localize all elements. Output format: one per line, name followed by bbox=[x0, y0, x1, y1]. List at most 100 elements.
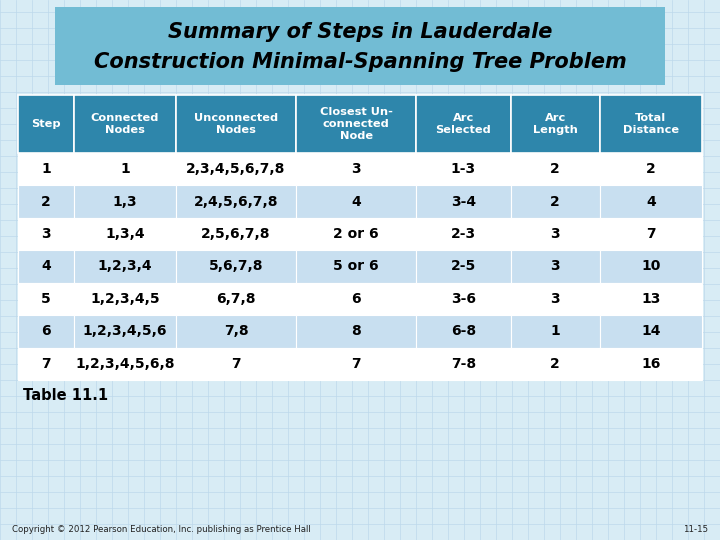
Text: 1: 1 bbox=[120, 162, 130, 176]
Text: 2-5: 2-5 bbox=[451, 260, 476, 273]
Text: 7: 7 bbox=[646, 227, 656, 241]
Text: 7,8: 7,8 bbox=[224, 325, 248, 339]
Bar bbox=[600, 315, 702, 348]
Bar bbox=[73, 250, 176, 283]
Text: 7: 7 bbox=[351, 357, 361, 371]
Text: 6: 6 bbox=[41, 325, 50, 339]
Bar bbox=[176, 348, 296, 380]
Bar bbox=[18, 348, 73, 380]
Text: Connected
Nodes: Connected Nodes bbox=[91, 113, 159, 135]
Text: 2-3: 2-3 bbox=[451, 227, 476, 241]
Text: 3: 3 bbox=[41, 227, 50, 241]
Text: 3: 3 bbox=[550, 260, 560, 273]
Text: 1,2,3,4,5,6,8: 1,2,3,4,5,6,8 bbox=[75, 357, 175, 371]
Bar bbox=[296, 250, 416, 283]
Text: 7-8: 7-8 bbox=[451, 357, 476, 371]
Bar bbox=[510, 250, 600, 283]
Text: 3: 3 bbox=[351, 162, 361, 176]
Bar bbox=[73, 95, 176, 153]
Bar bbox=[18, 315, 73, 348]
Text: 2: 2 bbox=[646, 162, 656, 176]
Bar bbox=[176, 153, 296, 185]
Bar bbox=[296, 185, 416, 218]
Bar bbox=[416, 283, 510, 315]
Text: 4: 4 bbox=[351, 194, 361, 208]
Bar bbox=[73, 218, 176, 250]
Text: 1,3: 1,3 bbox=[112, 194, 138, 208]
Text: Construction Minimal-Spanning Tree Problem: Construction Minimal-Spanning Tree Probl… bbox=[94, 52, 626, 72]
Text: 2 or 6: 2 or 6 bbox=[333, 227, 379, 241]
Text: Arc
Length: Arc Length bbox=[533, 113, 577, 135]
Text: 2,5,6,7,8: 2,5,6,7,8 bbox=[202, 227, 271, 241]
Bar bbox=[18, 185, 73, 218]
Text: 1,2,3,4,5: 1,2,3,4,5 bbox=[90, 292, 160, 306]
Bar bbox=[18, 153, 73, 185]
Text: 2: 2 bbox=[41, 194, 51, 208]
Text: 1,2,3,4,5,6: 1,2,3,4,5,6 bbox=[83, 325, 167, 339]
Bar bbox=[600, 218, 702, 250]
Bar bbox=[176, 218, 296, 250]
Text: 4: 4 bbox=[646, 194, 656, 208]
Bar bbox=[73, 315, 176, 348]
Text: 2: 2 bbox=[550, 162, 560, 176]
Bar bbox=[18, 218, 73, 250]
Bar bbox=[296, 153, 416, 185]
Bar bbox=[296, 283, 416, 315]
Text: 1-3: 1-3 bbox=[451, 162, 476, 176]
Bar bbox=[510, 315, 600, 348]
Bar bbox=[600, 283, 702, 315]
Text: 3: 3 bbox=[550, 292, 560, 306]
Text: 3-6: 3-6 bbox=[451, 292, 476, 306]
Bar bbox=[416, 185, 510, 218]
Bar bbox=[510, 348, 600, 380]
Bar bbox=[18, 95, 73, 153]
Bar bbox=[176, 95, 296, 153]
Text: 10: 10 bbox=[642, 260, 660, 273]
Text: Step: Step bbox=[31, 119, 60, 129]
Text: 1,2,3,4: 1,2,3,4 bbox=[98, 260, 152, 273]
Text: 4: 4 bbox=[41, 260, 51, 273]
Bar bbox=[510, 95, 600, 153]
Bar bbox=[600, 348, 702, 380]
Text: 3-4: 3-4 bbox=[451, 194, 476, 208]
Text: Closest Un-
connected
Node: Closest Un- connected Node bbox=[320, 106, 392, 141]
Bar bbox=[176, 315, 296, 348]
Text: 14: 14 bbox=[641, 325, 661, 339]
Text: 7: 7 bbox=[231, 357, 241, 371]
Text: Table 11.1: Table 11.1 bbox=[23, 388, 108, 403]
Bar bbox=[416, 250, 510, 283]
Bar bbox=[600, 95, 702, 153]
Text: 16: 16 bbox=[642, 357, 660, 371]
Bar bbox=[18, 250, 73, 283]
Bar bbox=[176, 283, 296, 315]
Bar bbox=[296, 315, 416, 348]
Text: 2: 2 bbox=[550, 357, 560, 371]
Bar bbox=[600, 250, 702, 283]
Bar bbox=[73, 185, 176, 218]
Bar bbox=[73, 283, 176, 315]
Bar bbox=[416, 315, 510, 348]
Bar bbox=[416, 348, 510, 380]
Text: Copyright © 2012 Pearson Education, Inc. publishing as Prentice Hall: Copyright © 2012 Pearson Education, Inc.… bbox=[12, 525, 311, 534]
Text: 5 or 6: 5 or 6 bbox=[333, 260, 379, 273]
Bar bbox=[510, 218, 600, 250]
Text: 1: 1 bbox=[41, 162, 51, 176]
Bar bbox=[296, 348, 416, 380]
Text: 2,3,4,5,6,7,8: 2,3,4,5,6,7,8 bbox=[186, 162, 286, 176]
Text: 11-15: 11-15 bbox=[683, 525, 708, 534]
Text: 5: 5 bbox=[41, 292, 51, 306]
Bar bbox=[600, 153, 702, 185]
Bar bbox=[296, 95, 416, 153]
Text: 1,3,4: 1,3,4 bbox=[105, 227, 145, 241]
Text: 6,7,8: 6,7,8 bbox=[216, 292, 256, 306]
Text: 3: 3 bbox=[550, 227, 560, 241]
Bar bbox=[416, 218, 510, 250]
Text: 8: 8 bbox=[351, 325, 361, 339]
Bar bbox=[176, 185, 296, 218]
Bar bbox=[510, 153, 600, 185]
Text: 1: 1 bbox=[550, 325, 560, 339]
Bar bbox=[296, 218, 416, 250]
Text: 2,4,5,6,7,8: 2,4,5,6,7,8 bbox=[194, 194, 279, 208]
Text: Total
Distance: Total Distance bbox=[623, 113, 679, 135]
Text: Summary of Steps in Lauderdale: Summary of Steps in Lauderdale bbox=[168, 22, 552, 42]
